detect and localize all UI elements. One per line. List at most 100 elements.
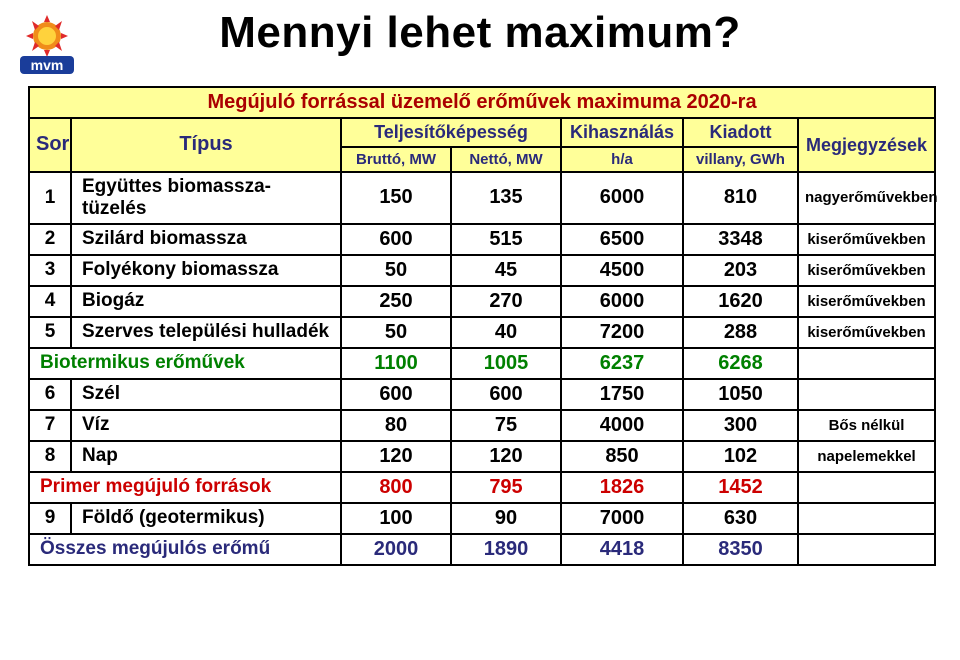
row-note: kiserőművekben [798, 317, 935, 348]
row-index: 5 [29, 317, 71, 348]
row-value: 6268 [683, 348, 798, 379]
row-value: 50 [341, 255, 451, 286]
row-value: 515 [451, 224, 561, 255]
row-label: Primer megújuló források [29, 472, 341, 503]
row-value: 80 [341, 410, 451, 441]
row-index: 4 [29, 286, 71, 317]
row-note: kiserőművekben [798, 255, 935, 286]
row-value: 250 [341, 286, 451, 317]
row-note [798, 503, 935, 534]
row-value: 1005 [451, 348, 561, 379]
row-value: 4500 [561, 255, 683, 286]
row-index: 6 [29, 379, 71, 410]
row-value: 1452 [683, 472, 798, 503]
row-value: 1100 [341, 348, 451, 379]
row-note [798, 348, 935, 379]
table-row: Biotermikus erőművek1100100562376268 [29, 348, 935, 379]
row-value: 120 [451, 441, 561, 472]
row-value: 1750 [561, 379, 683, 410]
table-row: 7Víz80754000300Bős nélkül [29, 410, 935, 441]
th-ha: h/a [561, 147, 683, 172]
row-note: kiserőművekben [798, 224, 935, 255]
row-value: 4418 [561, 534, 683, 565]
table-row: 5Szerves települési hulladék50407200288k… [29, 317, 935, 348]
row-value: 75 [451, 410, 561, 441]
th-kiadott: Kiadott [683, 118, 798, 147]
th-tipus: Típus [71, 118, 341, 172]
row-value: 40 [451, 317, 561, 348]
row-value: 1620 [683, 286, 798, 317]
row-value: 810 [683, 172, 798, 224]
row-value: 630 [683, 503, 798, 534]
row-label: Szél [71, 379, 341, 410]
row-value: 6000 [561, 172, 683, 224]
logo-text: mvm [31, 57, 64, 73]
row-value: 203 [683, 255, 798, 286]
row-value: 1050 [683, 379, 798, 410]
th-netto: Nettó, MW [451, 147, 561, 172]
row-value: 1826 [561, 472, 683, 503]
row-label: Nap [71, 441, 341, 472]
row-note: kiserőművekben [798, 286, 935, 317]
table-body: 1Együttes biomassza-tüzelés1501356000810… [29, 172, 935, 565]
row-label: Összes megújulós erőmű [29, 534, 341, 565]
row-note: Bős nélkül [798, 410, 935, 441]
row-label: Földő (geotermikus) [71, 503, 341, 534]
table-row: 6Szél60060017501050 [29, 379, 935, 410]
th-telj: Teljesítőképesség [341, 118, 561, 147]
data-table: Megújuló forrással üzemelő erőművek maxi… [28, 86, 936, 566]
row-value: 4000 [561, 410, 683, 441]
table-row: 4Biogáz25027060001620kiserőművekben [29, 286, 935, 317]
table-row: 8Nap120120850102napelemekkel [29, 441, 935, 472]
row-value: 288 [683, 317, 798, 348]
th-sor: Sor [29, 118, 71, 172]
row-index: 3 [29, 255, 71, 286]
row-value: 150 [341, 172, 451, 224]
row-value: 100 [341, 503, 451, 534]
row-note [798, 472, 935, 503]
row-index: 1 [29, 172, 71, 224]
row-label: Víz [71, 410, 341, 441]
row-note: napelemekkel [798, 441, 935, 472]
table-row: 9Földő (geotermikus)100907000630 [29, 503, 935, 534]
row-value: 600 [451, 379, 561, 410]
row-value: 6500 [561, 224, 683, 255]
row-note: nagyerőművekben [798, 172, 935, 224]
row-value: 135 [451, 172, 561, 224]
th-kihasz: Kihasználás [561, 118, 683, 147]
row-value: 45 [451, 255, 561, 286]
row-value: 3348 [683, 224, 798, 255]
row-value: 600 [341, 224, 451, 255]
data-table-wrap: Megújuló forrással üzemelő erőművek maxi… [28, 86, 934, 566]
row-note [798, 534, 935, 565]
row-value: 270 [451, 286, 561, 317]
row-value: 600 [341, 379, 451, 410]
table-row: 2Szilárd biomassza60051565003348kiserőmű… [29, 224, 935, 255]
row-value: 102 [683, 441, 798, 472]
row-index: 7 [29, 410, 71, 441]
table-row: Primer megújuló források80079518261452 [29, 472, 935, 503]
row-value: 7200 [561, 317, 683, 348]
row-value: 1890 [451, 534, 561, 565]
row-value: 300 [683, 410, 798, 441]
table-row: Összes megújulós erőmű2000189044188350 [29, 534, 935, 565]
page-title: Mennyi lehet maximum? [0, 8, 960, 58]
row-value: 6237 [561, 348, 683, 379]
row-value: 8350 [683, 534, 798, 565]
row-index: 9 [29, 503, 71, 534]
row-label: Biogáz [71, 286, 341, 317]
row-label: Szilárd biomassza [71, 224, 341, 255]
row-value: 850 [561, 441, 683, 472]
row-value: 50 [341, 317, 451, 348]
table-subtitle: Megújuló forrással üzemelő erőművek maxi… [29, 87, 935, 118]
table-row: 1Együttes biomassza-tüzelés1501356000810… [29, 172, 935, 224]
row-value: 7000 [561, 503, 683, 534]
row-label: Folyékony biomassza [71, 255, 341, 286]
th-brutto: Bruttó, MW [341, 147, 451, 172]
row-index: 8 [29, 441, 71, 472]
row-value: 6000 [561, 286, 683, 317]
row-note [798, 379, 935, 410]
row-value: 800 [341, 472, 451, 503]
th-villany: villany, GWh [683, 147, 798, 172]
row-index: 2 [29, 224, 71, 255]
